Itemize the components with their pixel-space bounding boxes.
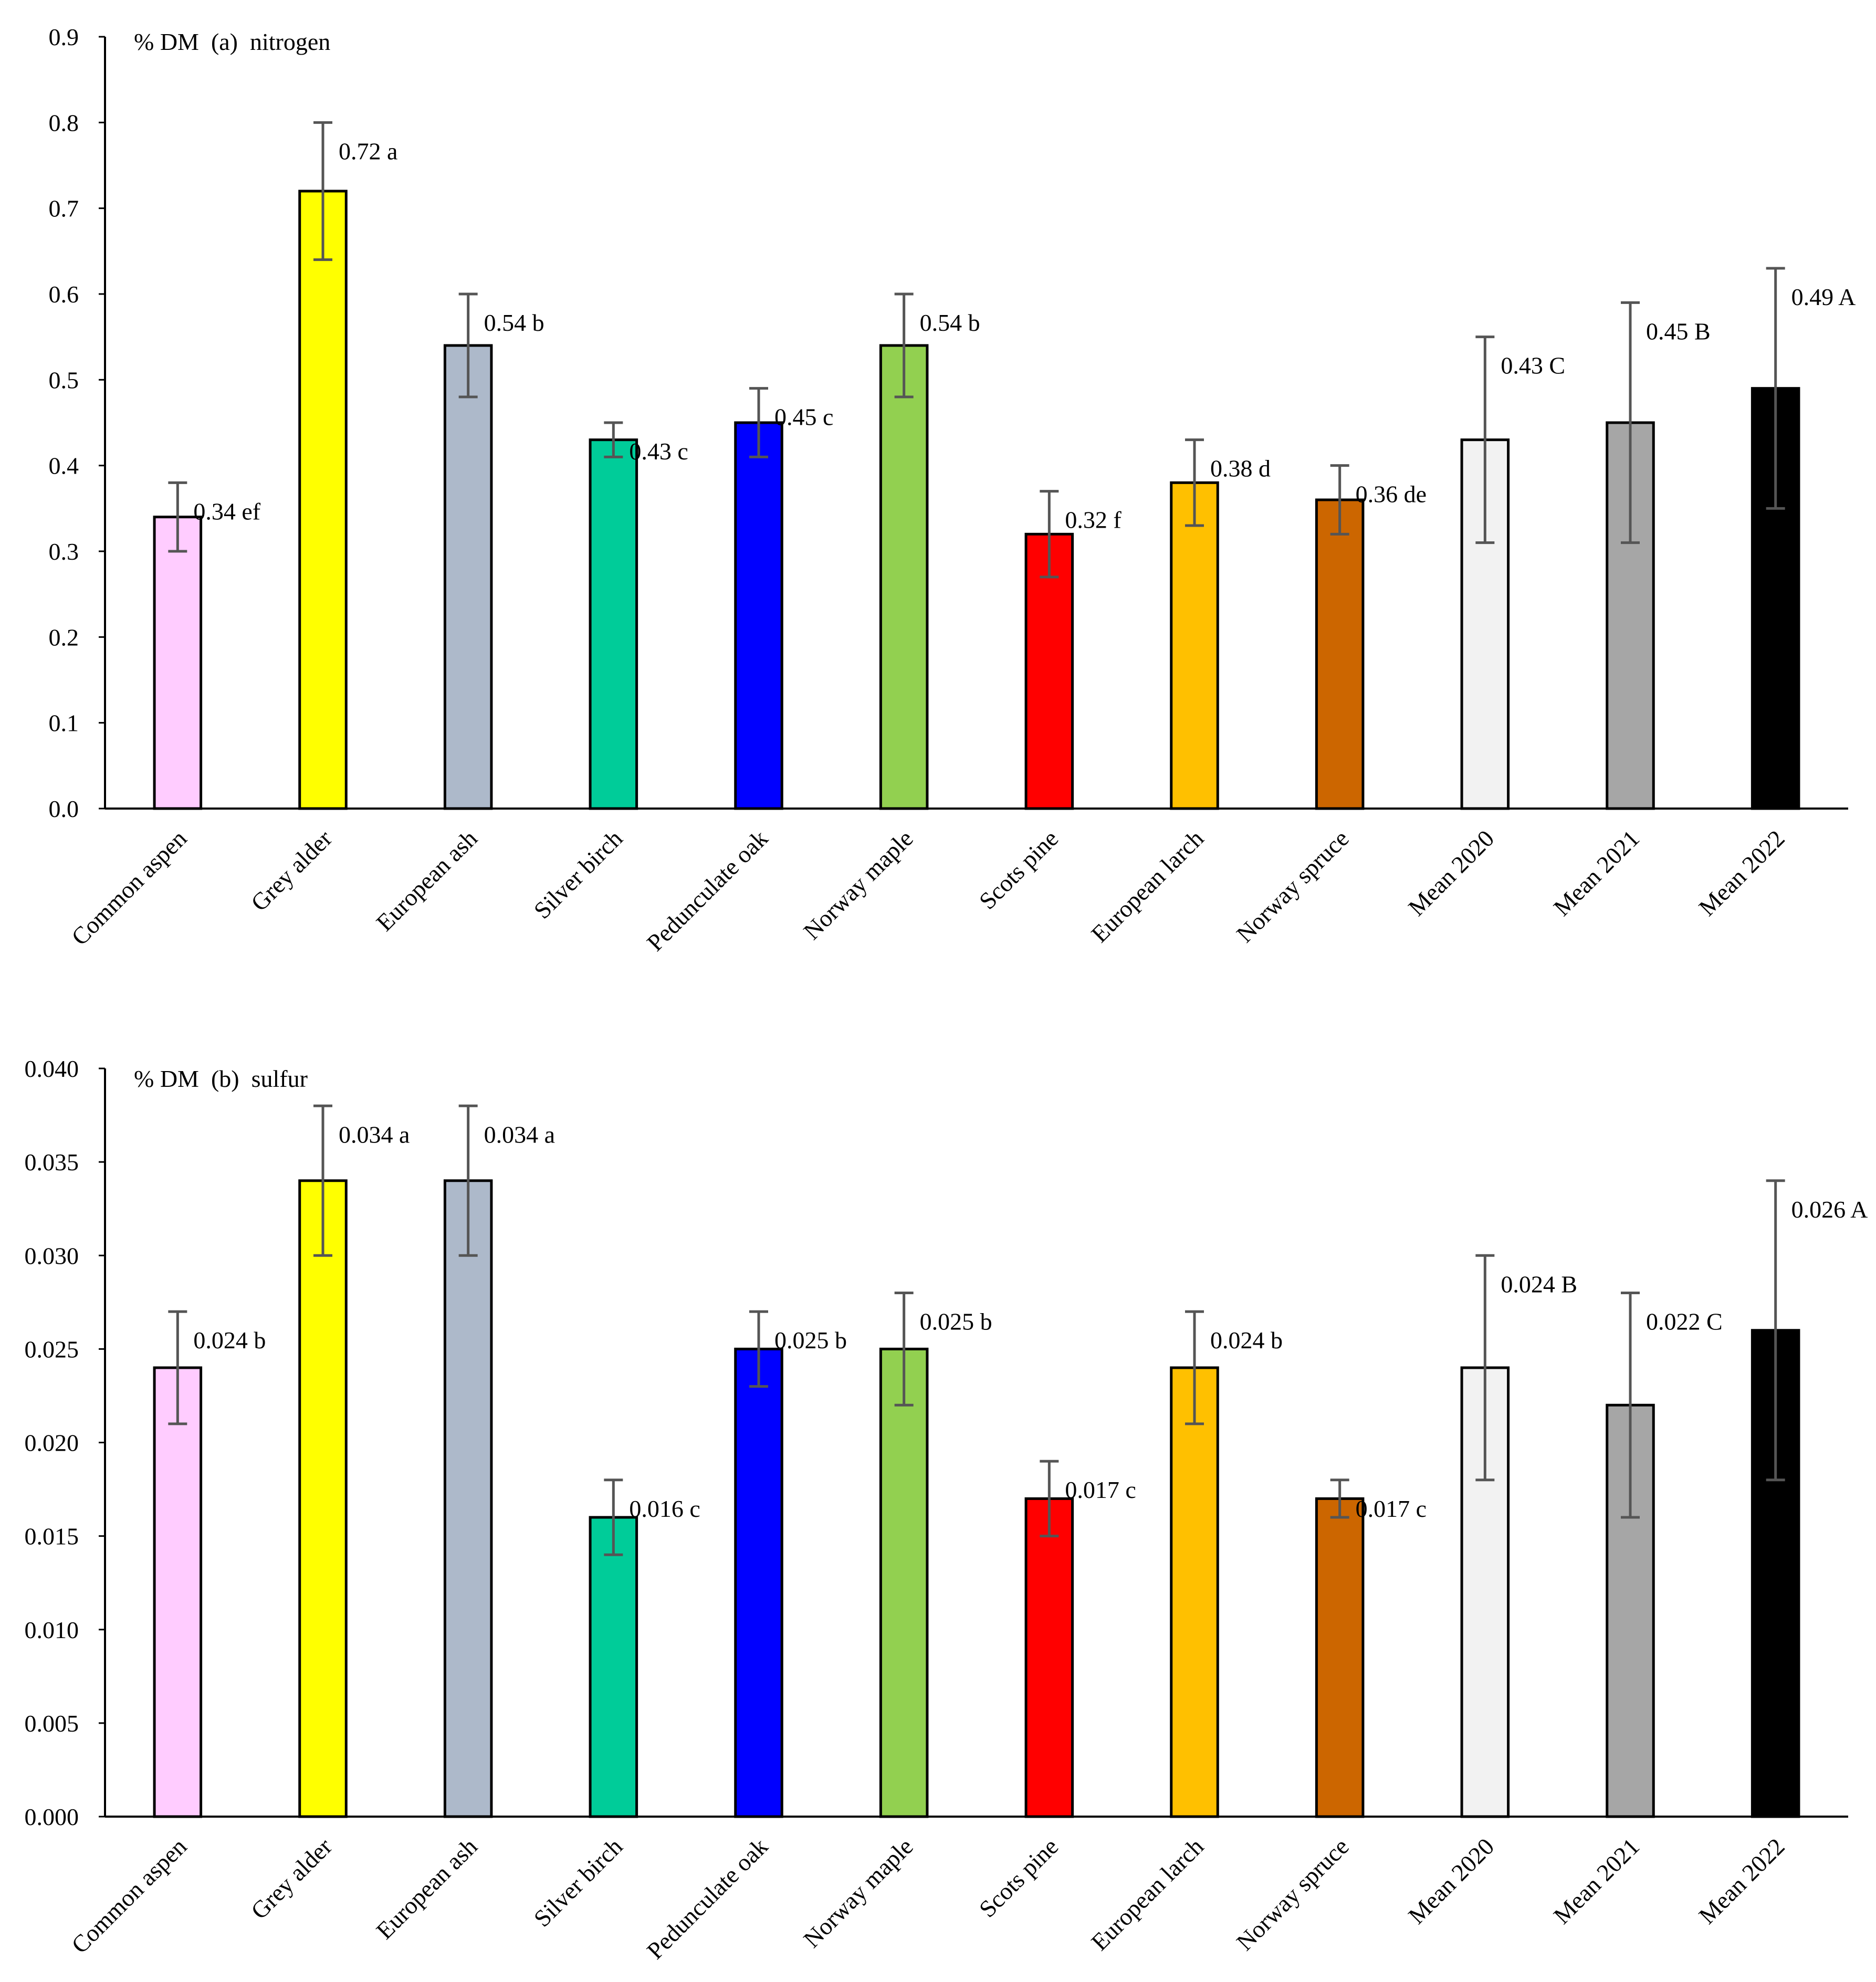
data-label: 0.45 c	[774, 404, 833, 431]
data-label: 0.024 b	[1210, 1327, 1283, 1354]
x-tick-label: Common aspen	[66, 825, 192, 950]
bar	[879, 1347, 929, 1818]
data-label: 0.025 b	[920, 1308, 992, 1335]
data-label: 0.026 A	[1791, 1196, 1868, 1223]
x-tick-label: Mean 2021	[1548, 825, 1644, 921]
y-tick-label: 0.9	[49, 24, 79, 50]
x-tick-label: Silver birch	[529, 825, 628, 924]
bar	[1024, 1497, 1074, 1818]
y-tick-label: 0.6	[49, 281, 79, 308]
bar	[443, 1179, 493, 1818]
bar	[1170, 1366, 1219, 1818]
x-tick-label: Scots pine	[974, 1833, 1064, 1923]
y-tick-label: 0.8	[49, 109, 79, 136]
x-tick-label: European ash	[371, 1833, 483, 1944]
y-tick-label: 0.035	[25, 1149, 79, 1176]
bar	[1315, 498, 1365, 810]
bar	[298, 1179, 348, 1818]
x-tick-label: Mean 2020	[1403, 1833, 1499, 1929]
y-tick-label: 0.015	[25, 1523, 79, 1550]
y-tick-label: 0.020	[25, 1430, 79, 1456]
x-tick-label: Norway spruce	[1231, 1833, 1354, 1956]
x-tick-label: Norway maple	[798, 1833, 918, 1953]
bar	[1024, 532, 1074, 810]
bar	[1315, 1497, 1365, 1818]
bar	[589, 1516, 638, 1818]
x-tick-label: European ash	[371, 825, 483, 936]
x-tick-label: Mean 2022	[1693, 825, 1789, 921]
chart-title: % DM (a) nitrogen	[134, 28, 330, 55]
x-tick-label: Mean 2020	[1403, 825, 1499, 921]
data-label: 0.45 B	[1646, 318, 1711, 344]
y-tick-label: 0.5	[49, 366, 79, 393]
data-label: 0.025 b	[774, 1327, 847, 1354]
y-tick-label: 0.7	[49, 195, 79, 222]
x-tick-label: European larch	[1086, 825, 1209, 948]
x-tick-label: Silver birch	[529, 1833, 628, 1932]
x-tick-label: Mean 2021	[1548, 1833, 1644, 1929]
y-tick-label: 0.1	[49, 710, 79, 737]
y-tick-label: 0.0	[49, 795, 79, 822]
y-tick-label: 0.005	[25, 1710, 79, 1737]
y-tick-label: 0.4	[49, 453, 79, 479]
bar	[879, 344, 929, 810]
y-tick-label: 0.3	[49, 538, 79, 565]
bar	[589, 438, 638, 810]
data-label: 0.034 a	[339, 1121, 410, 1148]
x-tick-label: Norway spruce	[1231, 825, 1354, 948]
y-tick-label: 0.025	[25, 1336, 79, 1362]
x-tick-label: European larch	[1086, 1833, 1209, 1956]
nitrogen-chart: % DM (a) nitrogen 0.0 0.1 0.2 0.3 0.4 0.5 0.6 0…	[49, 24, 1856, 956]
data-label: 0.43 C	[1501, 352, 1565, 379]
x-tick-label: Common aspen	[66, 1833, 192, 1958]
data-label: 0.49 A	[1791, 284, 1856, 310]
data-label: 0.72 a	[339, 138, 397, 164]
x-tick-label: Pedunculate oak	[642, 1833, 773, 1964]
data-label: 0.024 b	[193, 1327, 266, 1354]
y-tick-label: 0.010	[25, 1617, 79, 1643]
bar	[443, 344, 493, 810]
bar	[1170, 481, 1219, 810]
data-label: 0.024 B	[1501, 1271, 1577, 1297]
data-label: 0.017 c	[1356, 1495, 1427, 1522]
bar	[153, 516, 203, 810]
bar	[153, 1366, 203, 1818]
bar	[734, 1347, 783, 1818]
data-label: 0.034 a	[484, 1121, 555, 1148]
x-tick-label: Mean 2022	[1693, 1833, 1789, 1929]
x-tick-label: Grey alder	[246, 1833, 337, 1924]
bar	[734, 421, 783, 810]
bar	[298, 190, 348, 810]
y-tick-label: 0.2	[49, 624, 79, 651]
sulfur-chart: % DM (b) sulfur 0.000 0.005 0.010 0.015 0.02…	[25, 1055, 1868, 1964]
data-label: 0.54 b	[920, 309, 980, 336]
x-tick-label: Pedunculate oak	[642, 825, 773, 956]
y-tick-label: 0.000	[25, 1803, 79, 1830]
data-label: 0.38 d	[1210, 455, 1271, 482]
data-label: 0.54 b	[484, 309, 544, 336]
data-label: 0.022 C	[1646, 1308, 1723, 1335]
data-label: 0.32 f	[1065, 507, 1122, 533]
y-tick-label: 0.040	[25, 1055, 79, 1082]
data-label: 0.016 c	[629, 1495, 700, 1522]
chart-title: % DM (b) sulfur	[134, 1065, 308, 1092]
data-label: 0.017 c	[1065, 1476, 1136, 1503]
y-tick-label: 0.030	[25, 1242, 79, 1269]
data-label: 0.34 ef	[193, 498, 260, 525]
x-tick-label: Norway maple	[798, 825, 918, 945]
x-tick-label: Scots pine	[974, 825, 1064, 915]
data-label: 0.36 de	[1356, 481, 1427, 508]
x-tick-label: Grey alder	[246, 825, 337, 916]
data-label: 0.43 c	[629, 438, 688, 465]
